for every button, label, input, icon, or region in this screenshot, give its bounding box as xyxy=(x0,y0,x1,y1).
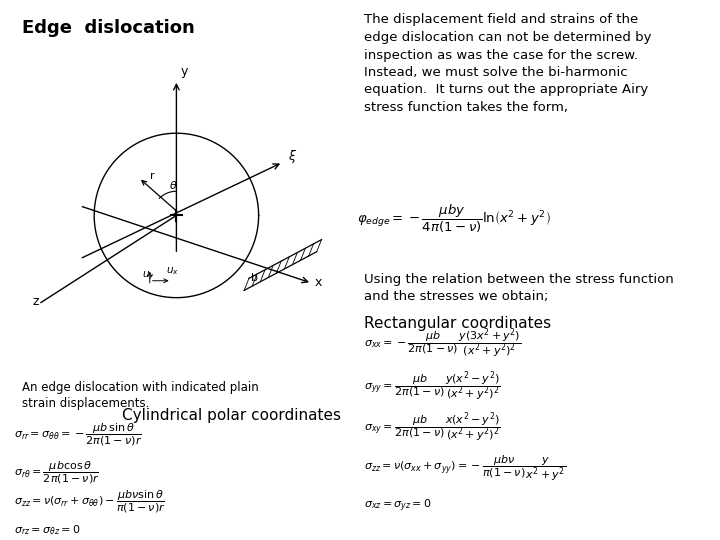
Text: $\varphi_{edge} = -\dfrac{\mu b y}{4\pi(1-\nu)}\ln\!\left(x^{2}+y^{2}\right)$: $\varphi_{edge} = -\dfrac{\mu b y}{4\pi(… xyxy=(356,202,551,235)
Text: x: x xyxy=(314,275,322,288)
Text: $\sigma_{zz} = \nu(\sigma_{rr}+\sigma_{\theta\theta}) - \dfrac{\mu b\nu\sin\thet: $\sigma_{zz} = \nu(\sigma_{rr}+\sigma_{\… xyxy=(14,489,166,516)
Text: $\sigma_{yy} = \dfrac{\mu b}{2\pi(1-\nu)}\dfrac{y(x^{2}-y^{2})}{(x^{2}+y^{2})^{2: $\sigma_{yy} = \dfrac{\mu b}{2\pi(1-\nu)… xyxy=(364,369,500,403)
Text: y: y xyxy=(180,65,188,78)
Text: z: z xyxy=(33,295,40,308)
Text: The displacement field and strains of the
edge dislocation can not be determined: The displacement field and strains of th… xyxy=(364,14,651,114)
Text: $\xi$: $\xi$ xyxy=(288,148,297,165)
Text: $u_x$: $u_x$ xyxy=(166,266,179,277)
Text: $\sigma_{rz} = \sigma_{\theta z} = 0$: $\sigma_{rz} = \sigma_{\theta z} = 0$ xyxy=(14,523,81,537)
Text: Rectangular coordinates: Rectangular coordinates xyxy=(364,316,551,331)
Text: $u_y$: $u_y$ xyxy=(142,270,155,282)
Text: Edge  dislocation: Edge dislocation xyxy=(22,19,194,37)
Text: $\theta$: $\theta$ xyxy=(169,179,178,191)
Text: Cylindrical polar coordinates: Cylindrical polar coordinates xyxy=(122,408,341,423)
Text: $\sigma_{zz} = \nu(\sigma_{xx}+\sigma_{yy}) = -\dfrac{\mu b\nu}{\pi(1-\nu)}\dfra: $\sigma_{zz} = \nu(\sigma_{xx}+\sigma_{y… xyxy=(364,454,566,483)
Text: $\sigma_{r\theta} = \dfrac{\mu b\cos\theta}{2\pi(1-\nu)r}$: $\sigma_{r\theta} = \dfrac{\mu b\cos\the… xyxy=(14,459,100,486)
Text: An edge dislocation with indicated plain
strain displacements.: An edge dislocation with indicated plain… xyxy=(22,381,258,410)
Text: b: b xyxy=(251,273,258,283)
Text: $\sigma_{xz} = \sigma_{yz} = 0$: $\sigma_{xz} = \sigma_{yz} = 0$ xyxy=(364,498,431,514)
Text: $\sigma_{rr} = \sigma_{\theta\theta} = -\dfrac{\mu b\,\sin\theta}{2\pi(1-\nu)r}$: $\sigma_{rr} = \sigma_{\theta\theta} = -… xyxy=(14,421,143,448)
Text: r: r xyxy=(150,171,154,181)
Text: Using the relation between the stress function
and the stresses we obtain;: Using the relation between the stress fu… xyxy=(364,273,673,303)
Text: $\sigma_{xy} = \dfrac{\mu b}{2\pi(1-\nu)}\dfrac{x(x^{2}-y^{2})}{(x^{2}+y^{2})^{2: $\sigma_{xy} = \dfrac{\mu b}{2\pi(1-\nu)… xyxy=(364,410,500,443)
Text: $\sigma_{xx} = -\dfrac{\mu b}{2\pi(1-\nu)}\dfrac{y(3x^{2}+y^{2})}{(x^{2}+y^{2})^: $\sigma_{xx} = -\dfrac{\mu b}{2\pi(1-\nu… xyxy=(364,326,521,360)
